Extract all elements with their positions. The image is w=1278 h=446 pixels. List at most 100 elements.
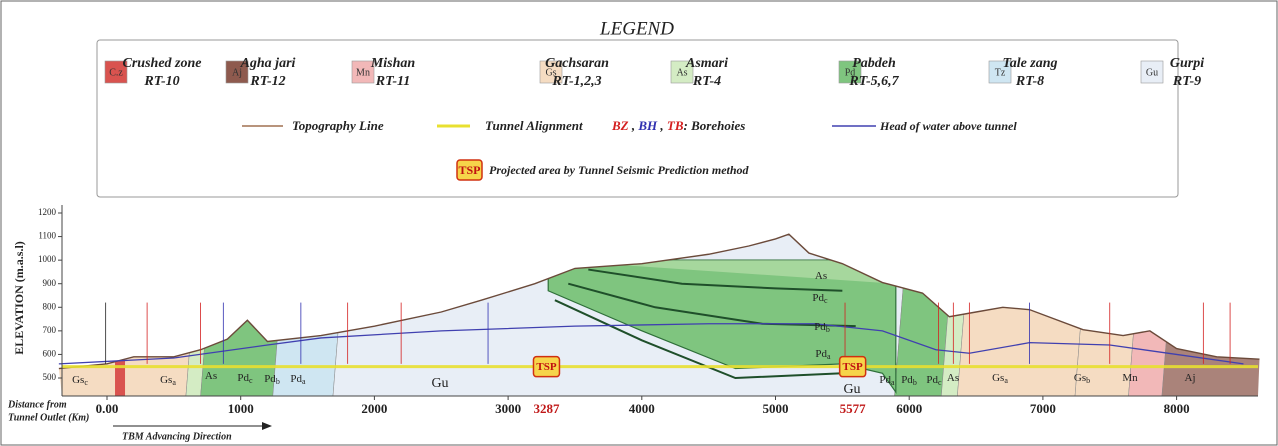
x-tick-label: 5000 — [763, 401, 789, 416]
unit-name: Asmari — [685, 56, 728, 71]
region-sub: c — [824, 296, 828, 305]
region-base: Gs — [1074, 372, 1086, 384]
region-label: Gu — [431, 376, 448, 391]
region-sub: c — [938, 378, 942, 387]
region-label: Gu — [843, 382, 860, 397]
y-tick-label: 700 — [43, 325, 57, 335]
region-base: Gs — [160, 374, 172, 386]
tsp-text: Projected area by Tunnel Seismic Predict… — [489, 163, 750, 177]
unit-rt: RT-1,2,3 — [551, 74, 601, 89]
water-head — [58, 323, 1244, 365]
unit-swatch — [539, 60, 563, 84]
region-base: Gs — [992, 372, 1004, 384]
region-label: Pdc — [237, 372, 253, 385]
unit-name: Agha jari — [240, 56, 296, 71]
unit-code: Gs — [545, 67, 556, 78]
unit-rt: RT-9 — [1172, 74, 1201, 89]
unit-rt: RT-8 — [1015, 74, 1044, 89]
tsp-distance: 5577 — [840, 401, 867, 416]
region-sub: a — [827, 352, 831, 361]
y-tick-label: 1000 — [38, 254, 57, 264]
unit-swatch — [225, 60, 249, 84]
unit-swatch — [838, 60, 862, 84]
y-tick-label: 500 — [43, 372, 57, 382]
region-label: Gsc — [72, 374, 88, 387]
x-axis-label-2: Tunnel Outlet (Km) — [8, 412, 89, 423]
unit-code: Mn — [356, 67, 370, 78]
boreholes-label: BZ , BH , TB: Borehoies — [611, 118, 745, 133]
region-sub: b — [913, 378, 917, 387]
x-tick-label: 7000 — [1030, 401, 1056, 416]
region-label: Pdb — [264, 373, 280, 386]
unit-name: Gurpi — [1170, 56, 1204, 71]
tunnel-label: Tunnel Alignment — [485, 118, 583, 133]
region-label: As — [205, 370, 217, 382]
unit-rt: RT-11 — [375, 74, 411, 89]
tsp-box — [838, 355, 867, 378]
borehole-part: , — [629, 118, 639, 133]
region-label: Pda — [815, 348, 831, 361]
y-tick-label: 1100 — [38, 231, 56, 241]
light-pabdeh — [548, 260, 896, 284]
x-tick-label: 0.00 — [96, 401, 119, 416]
region-base: Pd — [290, 373, 302, 385]
region-label: Gsa — [992, 372, 1008, 385]
region-label: As — [947, 372, 959, 384]
y-tick-label: 800 — [43, 301, 57, 311]
unit-swatch — [351, 60, 375, 84]
region-sub: b — [276, 377, 280, 386]
region-label: Gsb — [1074, 372, 1090, 385]
unit-rt: RT-4 — [692, 74, 721, 89]
region-base: Aj — [1185, 372, 1196, 384]
region-base: Gs — [72, 374, 84, 386]
unit-code: Pd — [845, 67, 856, 78]
x-tick-label: 4000 — [629, 401, 655, 416]
x-tick-label: 1000 — [228, 401, 254, 416]
region-base: Mn — [1122, 372, 1138, 384]
region-base: As — [947, 372, 959, 384]
unit-code: Tz — [995, 67, 1006, 78]
region-label: Pda — [879, 374, 895, 387]
borehole-part: TB — [667, 118, 684, 133]
tsp-label: TSP — [843, 361, 863, 373]
fold-layer — [588, 268, 843, 292]
region-base: As — [205, 370, 217, 382]
region-sub: a — [891, 378, 895, 387]
borehole-part: BZ — [611, 118, 629, 133]
x-axis-label-1: Distance from — [7, 399, 67, 410]
region-base: Pd — [815, 348, 827, 360]
unit-code: As — [676, 67, 687, 78]
region-label: Gsa — [160, 374, 176, 387]
unit-swatch — [1140, 60, 1164, 84]
tsp-code: TSP — [458, 163, 480, 177]
unit-name: Crushed zone — [123, 56, 202, 71]
region-sub: b — [826, 325, 830, 334]
fold-layer — [554, 299, 843, 380]
y-tick-label: 600 — [43, 348, 57, 358]
region-base: Gu — [843, 382, 860, 397]
topography-line — [58, 233, 1260, 370]
unit-code: Gu — [1146, 67, 1158, 78]
y-tick-label: 1200 — [38, 207, 57, 217]
water-label: Head of water above tunnel — [879, 119, 1017, 133]
profile: 500 600 700 800 900 1000 1100 1200 0.00 1000 2000 3… — [38, 205, 1260, 416]
region-base: Pd — [264, 373, 276, 385]
x-tick-label: 2000 — [361, 401, 387, 416]
y-axis-label: ELEVATION (m.a.s.l) — [12, 241, 26, 355]
region-label: Pdc — [926, 374, 942, 387]
direction-arrowhead — [262, 422, 272, 430]
borehole-part: BH — [637, 118, 658, 133]
unit-code: Aj — [232, 67, 242, 78]
x-tick-label: 8000 — [1164, 401, 1190, 416]
region-label: As — [815, 270, 827, 282]
tsp-box — [532, 355, 561, 378]
region-sub: a — [302, 377, 306, 386]
region-label: Aj — [1185, 372, 1196, 384]
x-tick-label: 3000 — [495, 401, 521, 416]
unit-rt: RT-12 — [249, 74, 285, 89]
tsp-distance: 3287 — [533, 401, 560, 416]
region-base: Pd — [901, 374, 913, 386]
